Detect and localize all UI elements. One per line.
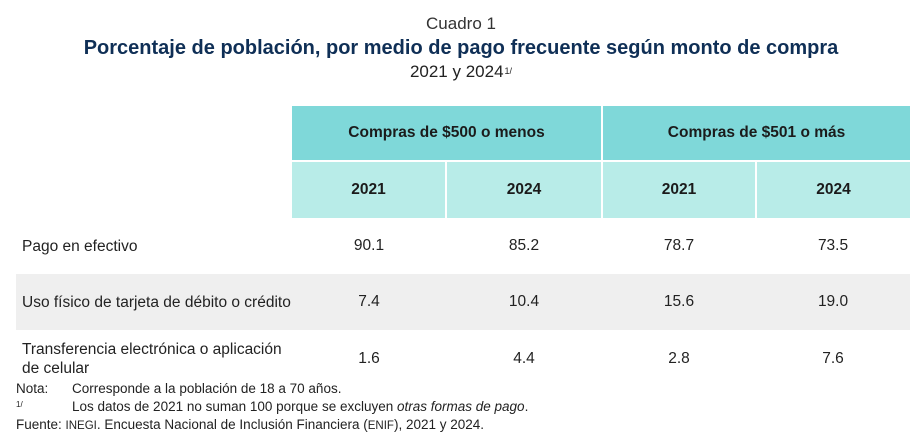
- table-subtitle: 2021 y 20241/: [0, 62, 922, 82]
- header-row-years: 2021 2024 2021 2024: [16, 161, 911, 218]
- note-key: Nota:: [16, 381, 49, 396]
- header-corner: [16, 106, 292, 161]
- row-label: Transferencia electrónica o aplicación d…: [22, 341, 282, 377]
- table-title: Porcentaje de población, por medio de pa…: [83, 37, 839, 59]
- cell-value: 2.8: [668, 350, 690, 367]
- cell-value: 7.6: [822, 350, 844, 367]
- cell-value: 19.0: [756, 274, 911, 330]
- group-header-500-or-less: Compras de $500 o menos: [292, 106, 603, 162]
- table-number: Cuadro 1: [426, 14, 496, 33]
- footnote-end: .: [524, 399, 529, 414]
- cell-value: 85.2: [508, 237, 540, 254]
- year-header: 2021: [601, 161, 757, 218]
- row-label: Pago en efectivo: [22, 237, 138, 255]
- cell-value: 78.7: [663, 237, 695, 254]
- source-text: . Encuesta Nacional de Inclusión Financi…: [96, 417, 368, 432]
- footnote-italic: otras formas de pago: [396, 399, 525, 414]
- source-line: Fuente: INEGI. Encuesta Nacional de Incl…: [16, 417, 484, 434]
- footnote-text: Los datos de 2021 no suman 100 porque se…: [72, 399, 397, 414]
- cell-value: 4.4: [513, 350, 535, 367]
- source-org: INEGI: [65, 420, 97, 432]
- group-header-501-or-more: Compras de $501 o más: [601, 106, 911, 162]
- year-header: 2024: [444, 161, 603, 218]
- footnote-key: 1/: [16, 400, 23, 409]
- cell-value: 15.6: [602, 274, 757, 330]
- cell-value: 7.4: [292, 274, 446, 330]
- cell-value: 1.6: [358, 350, 380, 367]
- cell-value: 90.1: [353, 237, 385, 254]
- table-row: Pago en efectivo 90.1 85.2 78.7 73.5: [16, 218, 910, 274]
- subtitle-footnote-mark: 1/: [504, 66, 513, 76]
- data-table: Compras de $500 o menos Compras de $501 …: [16, 106, 911, 388]
- cell-value: 10.4: [446, 274, 603, 330]
- source-abbr: ENIF: [367, 420, 394, 432]
- table-row: Uso físico de tarjeta de débito o crédit…: [16, 274, 911, 330]
- year-header: 2024: [755, 161, 911, 218]
- note-line: Nota: Corresponde a la población de 18 a …: [16, 381, 341, 397]
- source-text-end: ), 2021 y 2024.: [393, 417, 485, 432]
- cell-value: 73.5: [817, 237, 849, 254]
- footnote-line: 1/Los datos de 2021 no suman 100 porque …: [16, 399, 528, 415]
- header-row-groups: Compras de $500 o menos Compras de $501 …: [16, 106, 911, 162]
- subtitle-years: 2021 y 2024: [409, 62, 504, 81]
- row-label: Uso físico de tarjeta de débito o crédit…: [16, 274, 292, 330]
- year-header: 2021: [292, 161, 446, 218]
- source-key: Fuente:: [16, 417, 66, 432]
- table-row: Transferencia electrónica o aplicación d…: [16, 330, 910, 388]
- header-corner-2: [16, 161, 292, 218]
- note-text: Corresponde a la población de 18 a 70 añ…: [72, 381, 342, 396]
